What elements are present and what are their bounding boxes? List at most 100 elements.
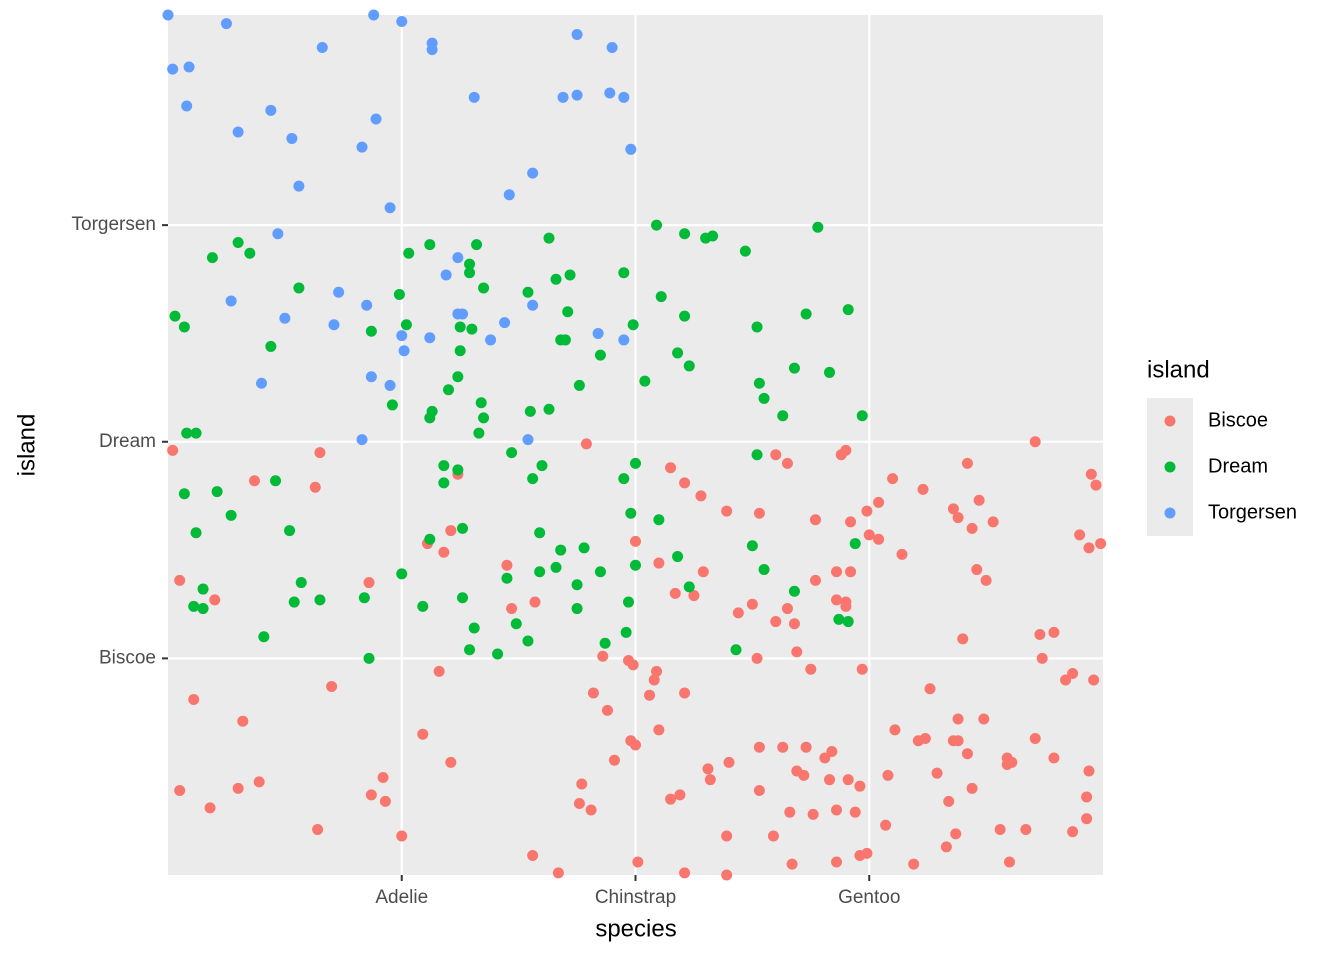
- point: [225, 509, 237, 521]
- point: [220, 18, 232, 30]
- point: [651, 665, 663, 677]
- point: [980, 574, 992, 586]
- legend-marker: [1164, 461, 1176, 473]
- point: [952, 512, 964, 524]
- legend-label: Dream: [1208, 455, 1268, 477]
- point: [365, 325, 377, 337]
- point: [824, 366, 836, 378]
- point: [601, 704, 613, 716]
- point: [188, 694, 200, 706]
- point: [653, 514, 665, 526]
- point: [363, 577, 375, 589]
- point: [237, 715, 249, 727]
- point: [831, 594, 843, 606]
- point: [873, 496, 885, 508]
- point: [679, 477, 691, 489]
- point: [788, 362, 800, 374]
- point: [784, 806, 796, 818]
- point: [917, 483, 929, 495]
- point: [174, 785, 186, 797]
- point: [464, 258, 476, 270]
- point: [758, 564, 770, 576]
- point: [679, 687, 691, 699]
- point: [961, 457, 973, 469]
- point: [630, 457, 641, 469]
- point: [562, 306, 574, 318]
- point: [370, 113, 382, 125]
- point: [478, 282, 490, 294]
- point: [314, 447, 326, 459]
- point: [809, 574, 821, 586]
- point: [573, 379, 585, 391]
- point: [232, 236, 244, 248]
- point: [753, 741, 765, 753]
- point: [908, 858, 920, 870]
- point: [258, 631, 270, 643]
- point: [786, 858, 798, 870]
- point: [630, 535, 641, 547]
- point: [807, 808, 819, 820]
- point: [188, 600, 200, 612]
- point: [386, 399, 398, 411]
- point: [578, 542, 590, 554]
- point: [384, 202, 396, 214]
- point: [863, 529, 875, 541]
- point: [452, 464, 464, 476]
- point: [197, 603, 209, 615]
- point: [746, 540, 758, 552]
- point: [777, 741, 789, 753]
- point: [723, 756, 735, 768]
- point: [1060, 674, 1072, 686]
- point: [492, 648, 504, 660]
- point: [753, 377, 765, 389]
- point: [445, 525, 457, 537]
- point: [543, 403, 555, 415]
- point: [854, 780, 866, 792]
- point: [457, 308, 469, 320]
- point: [288, 596, 300, 608]
- point: [559, 334, 571, 346]
- point: [190, 527, 202, 539]
- point: [665, 793, 677, 805]
- point: [356, 434, 368, 446]
- point: [328, 319, 340, 331]
- point: [788, 585, 800, 597]
- point: [393, 288, 405, 300]
- point: [279, 312, 291, 324]
- point: [627, 659, 639, 671]
- point: [543, 232, 555, 244]
- point: [585, 804, 597, 816]
- point: [800, 308, 812, 320]
- point: [751, 652, 763, 664]
- point: [842, 774, 854, 786]
- point: [704, 774, 716, 786]
- point: [961, 748, 973, 760]
- grid: [168, 15, 1103, 875]
- point: [781, 457, 793, 469]
- point: [527, 167, 539, 179]
- point: [683, 581, 695, 593]
- point: [746, 598, 758, 610]
- point: [950, 828, 962, 840]
- point: [952, 735, 964, 747]
- point: [648, 674, 660, 686]
- point: [620, 626, 632, 638]
- point: [856, 663, 868, 675]
- point: [971, 564, 983, 576]
- point: [178, 321, 190, 333]
- point: [697, 566, 709, 578]
- y-axis-title: island: [13, 414, 40, 477]
- point: [604, 87, 616, 99]
- point: [777, 410, 789, 422]
- point: [622, 596, 634, 608]
- point: [873, 533, 885, 545]
- point: [204, 802, 216, 814]
- point: [653, 557, 665, 569]
- point: [384, 379, 396, 391]
- point: [527, 473, 539, 485]
- point: [791, 646, 803, 658]
- point: [1081, 813, 1093, 825]
- point: [464, 267, 476, 279]
- point: [162, 9, 174, 21]
- point: [856, 410, 868, 422]
